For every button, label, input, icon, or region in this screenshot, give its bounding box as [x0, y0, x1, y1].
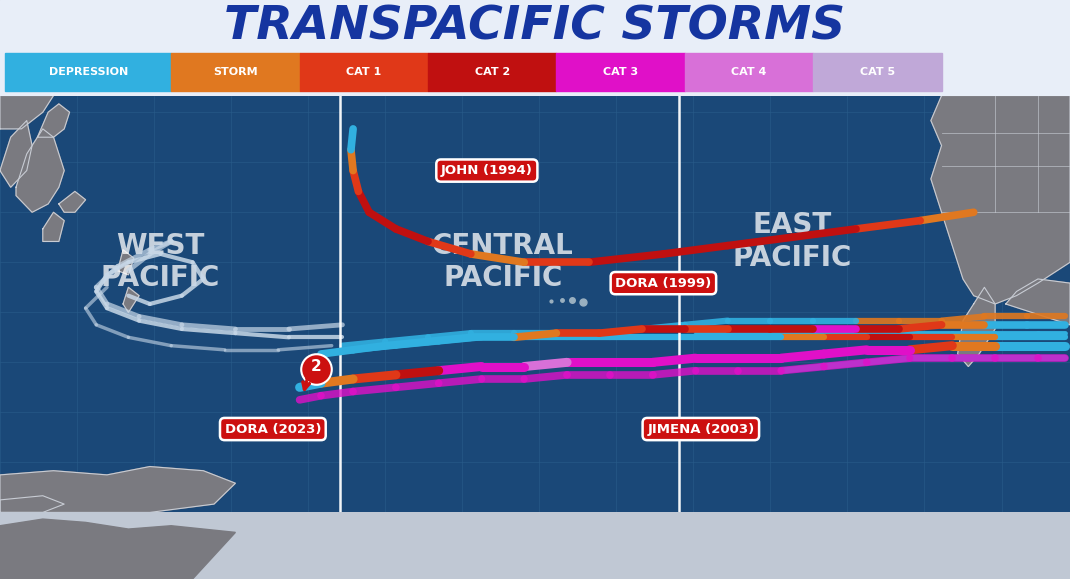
Polygon shape [16, 129, 64, 212]
Text: CENTRAL
PACIFIC: CENTRAL PACIFIC [432, 232, 574, 292]
Polygon shape [37, 104, 70, 137]
Text: JOHN (1994): JOHN (1994) [441, 164, 533, 177]
Bar [556, 53, 685, 91]
Bar [300, 53, 428, 91]
Polygon shape [43, 212, 64, 241]
Text: CAT 5: CAT 5 [860, 67, 895, 76]
Polygon shape [0, 519, 235, 579]
Text: STORM: STORM [213, 67, 258, 76]
Text: EAST
PACIFIC: EAST PACIFIC [732, 211, 852, 272]
Text: DEPRESSION: DEPRESSION [48, 67, 128, 76]
Polygon shape [0, 496, 64, 512]
Text: JIMENA (2003): JIMENA (2003) [647, 423, 754, 435]
Bar [685, 53, 813, 91]
Text: DORA (2023): DORA (2023) [225, 423, 321, 435]
Polygon shape [118, 250, 134, 275]
Polygon shape [0, 96, 54, 129]
Polygon shape [958, 287, 995, 367]
Text: DORA (1999): DORA (1999) [615, 277, 712, 290]
Polygon shape [123, 287, 139, 312]
Text: CAT 2: CAT 2 [475, 67, 509, 76]
Bar [428, 53, 556, 91]
Polygon shape [1006, 279, 1070, 325]
Text: WEST
PACIFIC: WEST PACIFIC [101, 232, 220, 292]
Text: CAT 1: CAT 1 [347, 67, 381, 76]
Bar [813, 53, 942, 91]
Bar [5, 53, 171, 91]
Polygon shape [0, 120, 32, 187]
FancyArrowPatch shape [303, 382, 309, 389]
Polygon shape [931, 96, 1070, 304]
Bar [171, 53, 300, 91]
Polygon shape [0, 467, 235, 512]
Text: CAT 3: CAT 3 [603, 67, 638, 76]
Text: 2: 2 [310, 359, 321, 374]
Polygon shape [59, 192, 86, 212]
Text: CAT 4: CAT 4 [731, 67, 767, 76]
Text: TRANSPACIFIC STORMS: TRANSPACIFIC STORMS [225, 4, 845, 49]
